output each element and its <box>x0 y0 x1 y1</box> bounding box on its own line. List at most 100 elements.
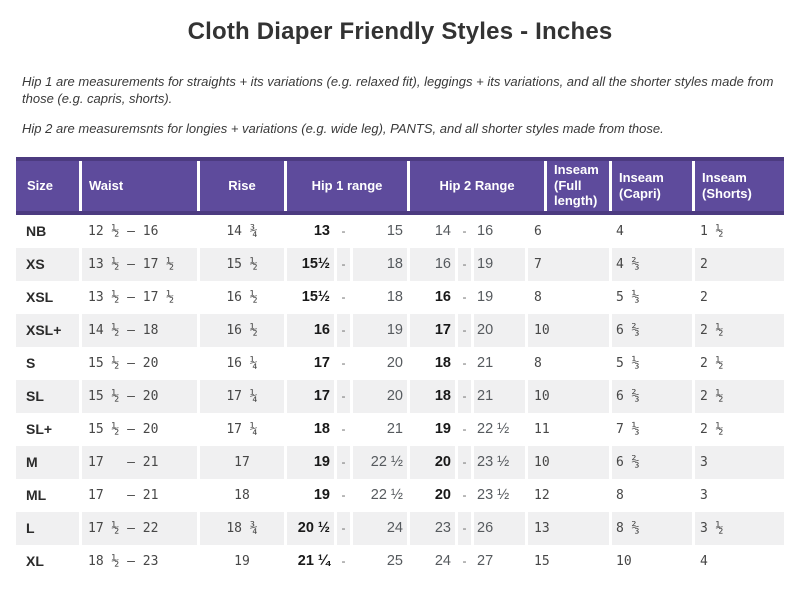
header-inseam-full: Inseam (Full length) <box>547 160 612 211</box>
inseam-shorts-cell: 3 <box>700 454 708 470</box>
rise-cell: 16 ½ <box>200 280 287 314</box>
hip1-from-cell: 15½ <box>287 280 337 314</box>
hip1-to-cell: 15 <box>353 214 410 248</box>
table-row-xl: XL 18 ½ – 23 19 21 ¼ -25 24-27 15 10 4 <box>16 544 784 578</box>
waist-cell: 17 ½ – 22 <box>82 511 200 545</box>
hip2-to-cell: 23 ½ <box>474 478 528 512</box>
hip1-to-cell: 24 <box>353 511 410 545</box>
inseam-capri-cell: 8 ⅔ <box>612 511 695 545</box>
hip1-dash-cell: - <box>337 379 353 413</box>
hip2-to-cell: 16 <box>474 214 528 248</box>
rise-cell: 16 ½ <box>200 313 287 347</box>
hip1-note: Hip 1 are measurements for straights + i… <box>22 74 774 106</box>
hip2-dash-cell: - <box>458 247 474 281</box>
rise-cell: 16 ¼ <box>200 346 287 380</box>
hip2-dash-cell: - <box>458 478 474 512</box>
header-hip1-range: Hip 1 range <box>287 160 410 211</box>
size-chart-table: Size Waist Rise Hip 1 range Hip 2 Range … <box>16 156 784 578</box>
hip1-dash-cell: - <box>337 247 353 281</box>
inseam-capri-cell: 7 ⅓ <box>612 412 695 446</box>
hip1-to-cell: 22 ½ <box>353 445 410 479</box>
waist-cell: 17 – 21 <box>82 445 200 479</box>
rise-cell: 18 <box>200 478 287 512</box>
size-cell: SL <box>16 379 82 413</box>
inseam-full-cell: 15 <box>528 544 612 578</box>
hip1-from-cell: 13 <box>287 214 337 248</box>
waist-cell: 15 ½ – 20 <box>82 346 200 380</box>
hip1-dash-cell: - <box>337 313 353 347</box>
waist-cell: 14 ½ – 18 <box>82 313 200 347</box>
hip1-from-cell: 17 <box>287 346 337 380</box>
hip2-from-cell: 16 <box>410 247 458 281</box>
hip1-to-cell: 19 <box>353 313 410 347</box>
header-inseam-shorts: Inseam (Shorts) <box>702 170 752 201</box>
size-cell: XS <box>16 247 82 281</box>
inseam-capri-cell: 4 ⅔ <box>612 247 695 281</box>
page-title: Cloth Diaper Friendly Styles - Inches <box>187 18 613 45</box>
table-body: NB 12 ½ – 16 14 ¾ 13-15 14-16 6 4 1 ½ XS 13 ½ – 1… <box>16 214 784 578</box>
size-cell: XSL+ <box>16 313 82 347</box>
hip1-from-cell: 20 ½ <box>287 511 337 545</box>
waist-cell: 15 ½ – 20 <box>82 379 200 413</box>
waist-cell: 13 ½ – 17 ½ <box>82 280 200 314</box>
inseam-full-cell: 12 <box>528 478 612 512</box>
hip2-from-cell: 18 <box>410 379 458 413</box>
waist-cell: 15 ½ – 20 <box>82 412 200 446</box>
inseam-shorts-cell: 2 ½ <box>700 322 724 338</box>
inseam-shorts-cell: 4 <box>700 553 708 569</box>
hip2-to-cell: 20 <box>474 313 528 347</box>
notes-section: Hip 1 are measurements for straights + i… <box>22 74 776 138</box>
inseam-full-cell: 10 <box>528 445 612 479</box>
rise-cell: 17 <box>200 445 287 479</box>
waist-cell: 18 ½ – 23 <box>82 544 200 578</box>
hip2-from-cell: 18 <box>410 346 458 380</box>
hip1-to-cell: 18 <box>353 280 410 314</box>
rise-cell: 17 ¼ <box>200 379 287 413</box>
hip2-dash-cell: - <box>458 445 474 479</box>
header-rise: Rise <box>200 160 287 211</box>
waist-cell: 17 – 21 <box>82 478 200 512</box>
hip2-note: Hip 2 are measuremsnts for longies + var… <box>22 121 664 136</box>
hip1-to-cell: 21 <box>353 412 410 446</box>
inseam-full-cell: 11 <box>528 412 612 446</box>
inseam-full-cell: 6 <box>528 214 612 248</box>
hip2-from-cell: 20 <box>410 445 458 479</box>
waist-cell: 13 ½ – 17 ½ <box>82 247 200 281</box>
rise-cell: 19 <box>200 544 287 578</box>
table-row-nb: NB 12 ½ – 16 14 ¾ 13-15 14-16 6 4 1 ½ <box>16 214 784 248</box>
hip1-from-cell: 19 <box>287 478 337 512</box>
hip1-to-cell: 20 <box>353 346 410 380</box>
inseam-shorts-cell: 2 ½ <box>700 388 724 404</box>
rise-cell: 14 ¾ <box>200 214 287 248</box>
inseam-shorts-cell: 2 <box>700 289 708 305</box>
hip2-to-cell: 21 <box>474 346 528 380</box>
rise-cell: 17 ¼ <box>200 412 287 446</box>
hip1-dash-cell: - <box>337 478 353 512</box>
hip1-from-cell: 19 <box>287 445 337 479</box>
hip1-from-cell: 17 <box>287 379 337 413</box>
hip1-dash-cell: - <box>337 445 353 479</box>
table-header-row: Size Waist Rise Hip 1 range Hip 2 Range … <box>16 156 784 215</box>
inseam-full-cell: 8 <box>528 346 612 380</box>
hip1-to-cell: 22 ½ <box>353 478 410 512</box>
hip1-from-cell: 18 <box>287 412 337 446</box>
hip2-dash-cell: - <box>458 280 474 314</box>
size-cell: XL <box>16 544 82 578</box>
hip2-dash-cell: - <box>458 412 474 446</box>
inseam-full-cell: 10 <box>528 379 612 413</box>
hip2-to-cell: 22 ½ <box>474 412 528 446</box>
size-cell: NB <box>16 214 82 248</box>
table-row-ml: ML 17 – 21 18 19-22 ½ 20-23 ½ 12 8 3 <box>16 478 784 512</box>
waist-cell: 12 ½ – 16 <box>82 214 200 248</box>
hip2-from-cell: 24 <box>410 544 458 578</box>
size-cell: M <box>16 445 82 479</box>
hip2-to-cell: 26 <box>474 511 528 545</box>
inseam-full-cell: 13 <box>528 511 612 545</box>
rise-cell: 15 ½ <box>200 247 287 281</box>
inseam-shorts-cell: 3 ½ <box>700 520 724 536</box>
